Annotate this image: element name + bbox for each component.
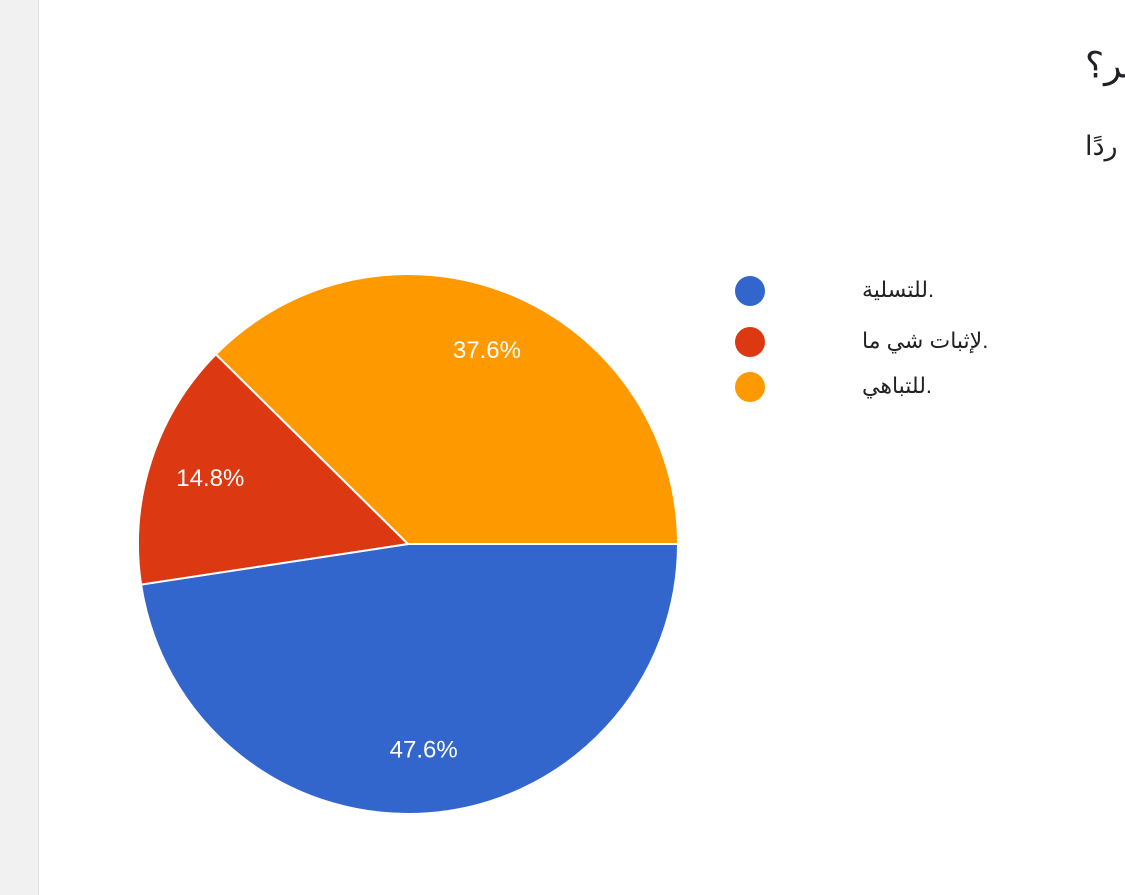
legend-label: .لإثبات شي ما xyxy=(862,328,988,354)
legend-swatch xyxy=(735,327,765,357)
pie-slice xyxy=(137,352,411,586)
chart-title: ما رأيك في من يصور قهوته بشكل مستمر؟ xyxy=(1085,42,1125,87)
slice-label: 37.6% xyxy=(453,337,521,364)
slice-label: 14.8% xyxy=(176,465,244,492)
pie-slice xyxy=(139,543,680,815)
chart-subtitle: 189 ردًا xyxy=(1085,131,1125,162)
slice-label: 47.6% xyxy=(390,737,458,764)
pie-slice xyxy=(214,273,680,545)
legend-label: .للتسلية xyxy=(862,277,934,302)
side-strip xyxy=(0,0,38,895)
legend-label: .للتباهي xyxy=(862,373,932,399)
legend-swatch xyxy=(735,372,765,402)
legend-swatch xyxy=(735,276,765,306)
